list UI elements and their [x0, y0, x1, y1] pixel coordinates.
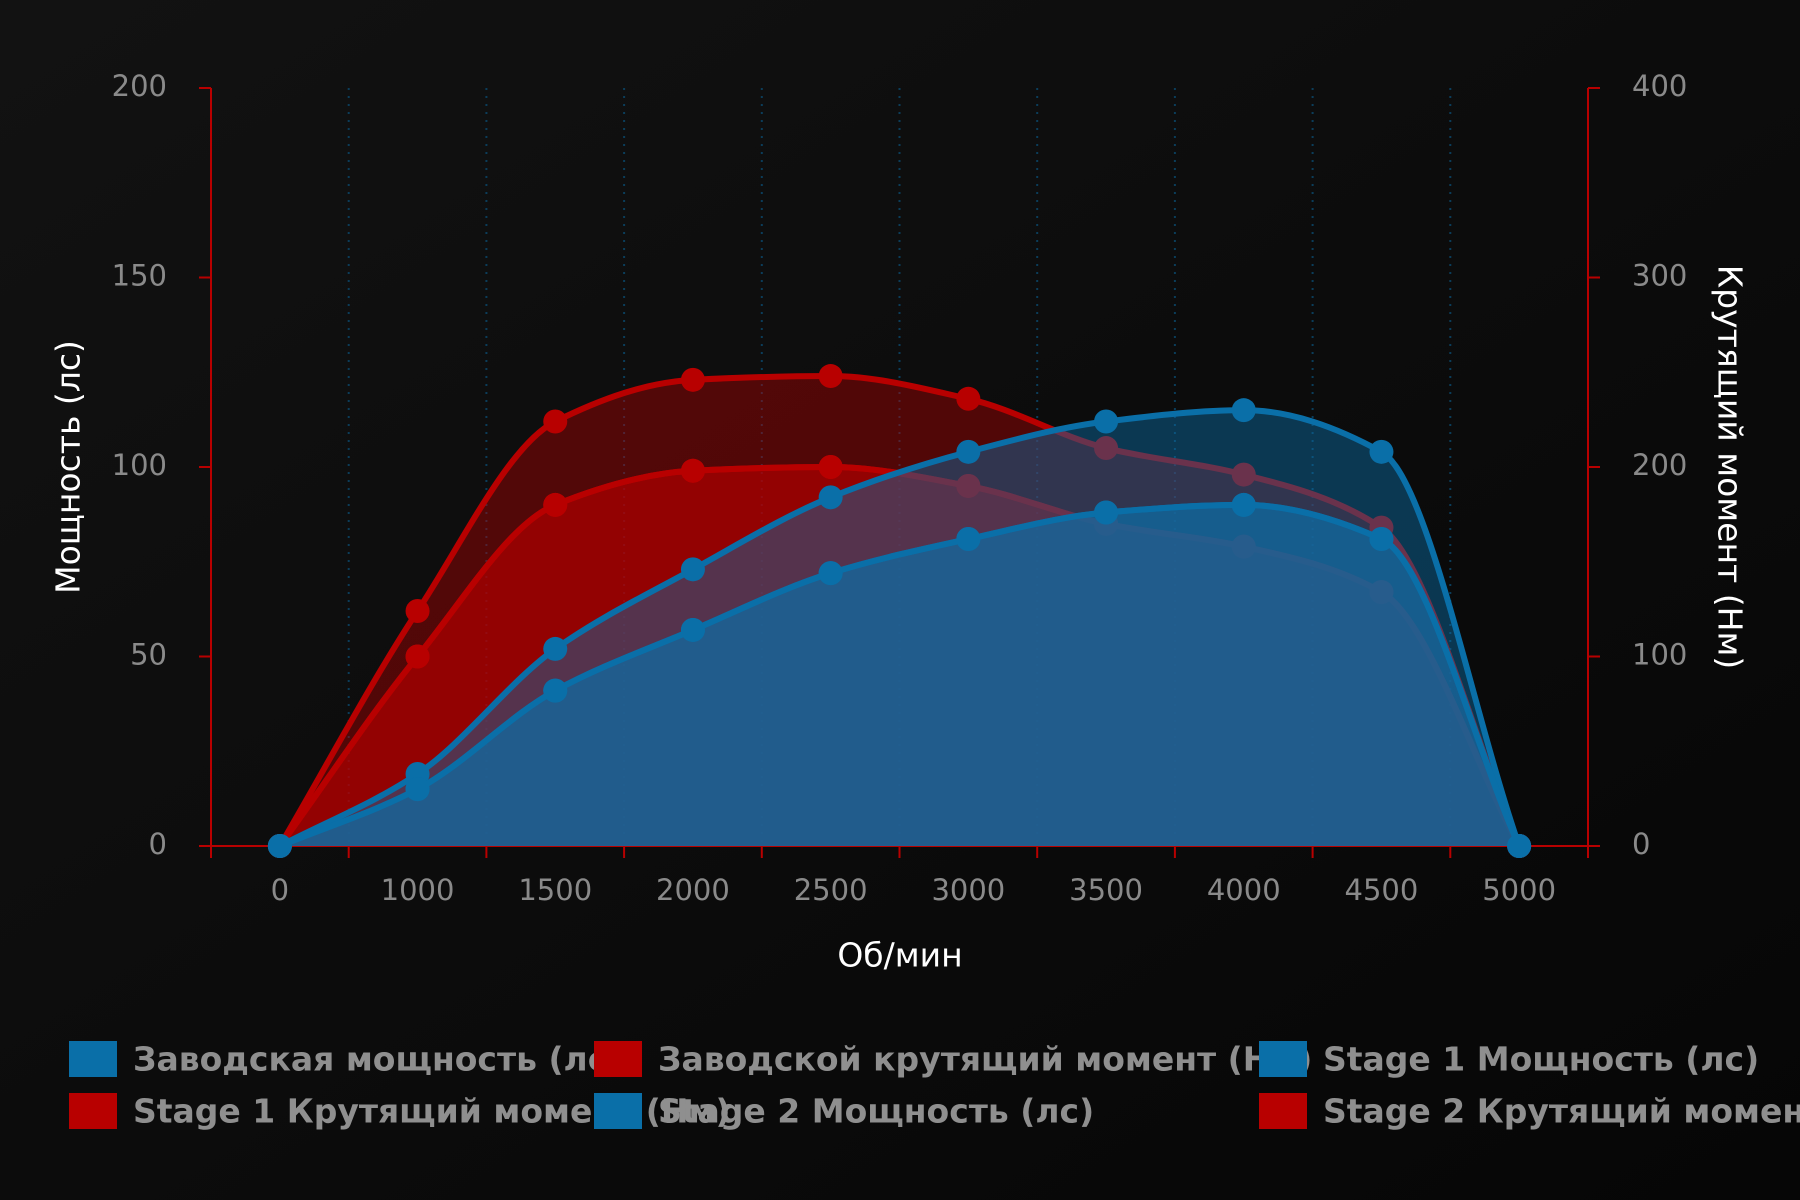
point	[956, 527, 981, 552]
area	[279, 410, 1520, 846]
area	[279, 504, 1520, 846]
point	[956, 386, 981, 411]
area	[279, 467, 1520, 846]
point	[405, 777, 430, 802]
legend-label: Stage 2 Крутящий момент (Нм)	[1323, 1092, 1800, 1131]
x-tick-label: 3500	[1069, 873, 1143, 907]
point	[818, 561, 843, 586]
point	[543, 636, 568, 661]
legend-label: Заводская мощность (лс)	[133, 1040, 622, 1079]
point	[680, 367, 705, 392]
legend-label: Stage 2 Мощность (лс)	[658, 1092, 1094, 1131]
point	[543, 678, 568, 703]
y-axis-title: Мощность (лс)	[49, 340, 88, 594]
legend-swatch	[594, 1041, 642, 1077]
x-tick-label: 2000	[656, 873, 730, 907]
area	[279, 467, 1520, 846]
point	[1369, 439, 1394, 464]
point	[1094, 409, 1119, 434]
x-tick-label: 3000	[931, 873, 1005, 907]
y-tick-label: 50	[130, 638, 167, 672]
line	[278, 501, 1522, 849]
y2-tick-label: 100	[1632, 638, 1687, 672]
y-tick-label: 100	[112, 448, 167, 482]
point	[1507, 834, 1532, 858]
legend-label: Stage 1 Мощность (лс)	[1323, 1040, 1759, 1079]
point	[543, 492, 568, 517]
point	[818, 455, 843, 479]
point	[1231, 534, 1256, 559]
area	[279, 504, 1520, 846]
point	[680, 617, 705, 642]
legend-swatch	[1259, 1041, 1307, 1077]
point	[405, 644, 430, 669]
legend-swatch	[69, 1041, 117, 1077]
y2-tick-label: 0	[1632, 827, 1650, 861]
x-axis-title: Об/мин	[837, 936, 962, 975]
point	[956, 473, 981, 498]
y-tick-label: 200	[112, 69, 167, 103]
y-tick-label: 150	[112, 259, 167, 293]
x-tick-label: 2500	[794, 873, 868, 907]
y2-tick-label: 200	[1632, 448, 1687, 482]
y-tick-label: 0	[149, 827, 167, 861]
legend-swatch	[594, 1093, 642, 1129]
point	[680, 458, 705, 483]
point	[1231, 462, 1256, 487]
x-tick-label: 4000	[1207, 873, 1281, 907]
x-tick-label: 4500	[1345, 873, 1419, 907]
point	[1231, 492, 1256, 517]
point	[1369, 527, 1394, 552]
point	[543, 409, 568, 434]
point	[1231, 398, 1256, 423]
x-tick-label: 0	[271, 873, 289, 907]
point	[680, 557, 705, 582]
x-tick-label: 1000	[381, 873, 455, 907]
legend-swatch	[69, 1093, 117, 1129]
y2-tick-label: 400	[1632, 69, 1687, 103]
legend-swatch	[1259, 1093, 1307, 1129]
point	[1094, 436, 1119, 461]
y2-axis-title: Крутящий момент (Нм)	[1711, 265, 1750, 669]
y2-tick-label: 300	[1632, 259, 1687, 293]
point	[267, 834, 292, 858]
point	[818, 364, 843, 389]
point	[1369, 580, 1394, 605]
x-tick-label: 1500	[518, 873, 592, 907]
line	[277, 373, 1522, 848]
point	[818, 485, 843, 510]
x-tick-label: 5000	[1482, 873, 1556, 907]
point	[956, 439, 981, 464]
point	[405, 599, 430, 624]
legend-label: Заводской крутящий момент (Нм)	[658, 1040, 1312, 1079]
point	[1094, 500, 1119, 525]
